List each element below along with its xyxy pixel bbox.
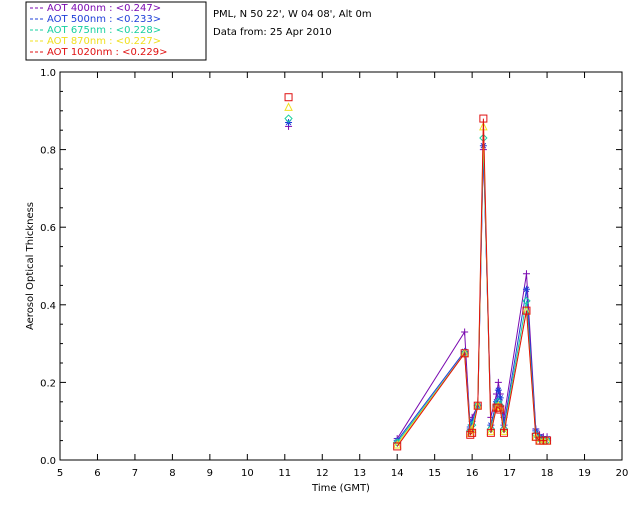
- data-point: [494, 378, 502, 386]
- x-tick-label: 11: [278, 468, 291, 479]
- x-tick-label: 7: [132, 468, 138, 479]
- x-tick-label: 8: [169, 468, 175, 479]
- x-axis-label: Time (GMT): [311, 483, 370, 494]
- legend-label: AOT 500nm : <0.233>: [47, 14, 161, 25]
- data-point: [494, 386, 502, 394]
- data-point: [284, 93, 293, 102]
- data-point: [460, 349, 469, 358]
- x-tick-label: 10: [241, 468, 254, 479]
- chart-title-line-1: PML, N 50 22', W 04 08', Alt 0m: [213, 9, 372, 20]
- x-tick-label: 15: [428, 468, 441, 479]
- data-point: [494, 403, 503, 412]
- x-tick-label: 19: [578, 468, 591, 479]
- data-point: [284, 102, 293, 111]
- y-tick-label: 0.4: [40, 301, 56, 312]
- x-tick-label: 17: [503, 468, 516, 479]
- y-axis-label: Aerosol Optical Thickness: [25, 202, 36, 330]
- plot-area: [59, 71, 623, 461]
- data-point: [486, 428, 495, 437]
- data-point: [461, 347, 469, 355]
- y-tick-label: 1.0: [40, 68, 56, 79]
- data-point: [496, 405, 505, 414]
- y-tick-label: 0.6: [40, 223, 56, 234]
- legend-label: AOT 400nm : <0.247>: [47, 3, 161, 14]
- data-point: [479, 114, 488, 123]
- series-line: [396, 137, 548, 443]
- x-tick-label: 5: [57, 468, 63, 479]
- data-point: [284, 114, 293, 123]
- series-line: [396, 149, 548, 439]
- x-tick-label: 9: [207, 468, 213, 479]
- data-point: [522, 306, 531, 315]
- x-tick-label: 20: [616, 468, 629, 479]
- x-tick-label: 13: [353, 468, 366, 479]
- legend-label: AOT 870nm : <0.227>: [47, 36, 161, 47]
- data-point: [496, 394, 504, 402]
- data-point: [468, 428, 477, 437]
- series-4: [284, 93, 552, 451]
- legend-label: AOT 675nm : <0.228>: [47, 25, 161, 36]
- data-point: [522, 296, 531, 306]
- data-point: [522, 270, 530, 278]
- series-layer: [284, 93, 552, 451]
- x-tick-label: 6: [94, 468, 100, 479]
- data-point: [522, 285, 530, 293]
- legend: AOT 400nm : <0.247>AOT 500nm : <0.233>AO…: [25, 1, 207, 61]
- series-line: [396, 145, 548, 441]
- legend-label: AOT 1020nm : <0.229>: [47, 47, 167, 58]
- data-point: [461, 328, 469, 336]
- data-point: [543, 436, 552, 445]
- x-tick-label: 18: [541, 468, 554, 479]
- data-point: [473, 401, 482, 410]
- data-point: [393, 442, 402, 451]
- x-tick-label: 12: [316, 468, 329, 479]
- chart-title-line-2: Data from: 25 Apr 2010: [213, 27, 332, 38]
- y-tick-label: 0.0: [40, 456, 56, 467]
- y-tick-label: 0.8: [40, 146, 56, 157]
- axes: 5 6 7 8 9 10 11 12 13 14 15 16 17 18 19 20 0.0 0.2 0.4 0.6 0…: [40, 68, 628, 479]
- data-point: [499, 428, 508, 437]
- series-line: [396, 118, 548, 447]
- y-tick-label: 0.2: [40, 378, 56, 389]
- data-point: [466, 430, 475, 439]
- legend-box: [25, 1, 207, 61]
- x-tick-label: 16: [466, 468, 479, 479]
- x-tick-label: 14: [391, 468, 404, 479]
- data-point: [486, 426, 496, 435]
- data-point: [499, 426, 509, 435]
